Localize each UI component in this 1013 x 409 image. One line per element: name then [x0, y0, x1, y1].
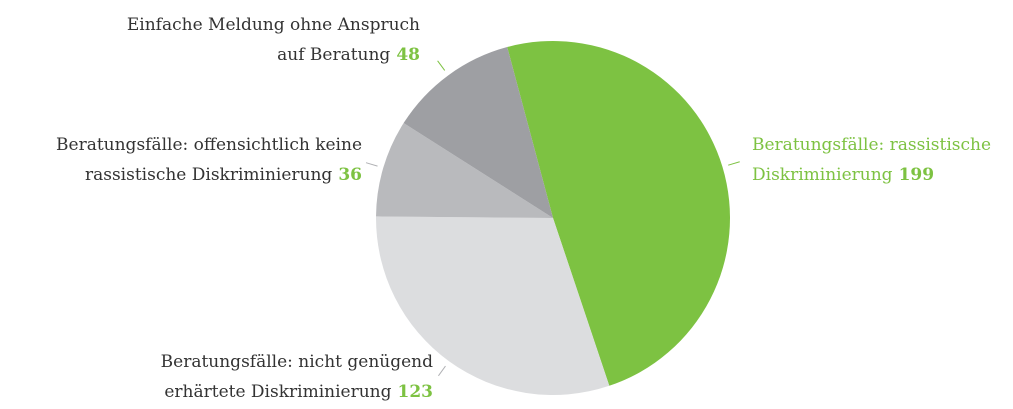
leader-line: [437, 60, 446, 71]
value-label: 36: [338, 165, 362, 185]
label-line: auf Beratung: [277, 45, 390, 65]
value-label: 48: [396, 45, 420, 65]
value-label: 123: [398, 382, 434, 402]
pie-slice: [376, 216, 610, 395]
label-line: rassistische Diskriminierung: [85, 165, 332, 185]
label-line: Einfache Meldung ohne Anspruch: [127, 15, 420, 35]
label-line: Beratungsfälle: nicht genügend: [161, 352, 433, 372]
leader-line: [438, 365, 446, 377]
leader-line: [365, 162, 378, 167]
slice-label: Beratungsfälle: rassistische Diskriminier…: [752, 135, 991, 185]
pie-slice: [507, 40, 731, 386]
slice-label: Beratungsfälle: nicht genügend erhärtete …: [161, 352, 433, 402]
label-line: Diskriminierung: [752, 165, 893, 185]
label-line: Beratungsfälle: offensichtlich keine: [56, 135, 362, 155]
slice-label: Beratungsfälle: offensichtlich keine rass…: [56, 135, 362, 185]
value-label: 199: [899, 165, 935, 185]
slice-label: Einfache Meldung ohne Anspruch auf Beratu…: [127, 15, 420, 65]
label-line: Beratungsfälle: rassistische: [752, 135, 991, 155]
pie-slice: [403, 47, 553, 218]
leader-line: [728, 161, 740, 166]
pie-slice: [376, 123, 553, 218]
label-line: erhärtete Diskriminierung: [164, 382, 391, 402]
